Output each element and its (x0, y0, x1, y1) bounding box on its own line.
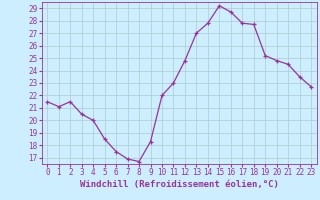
X-axis label: Windchill (Refroidissement éolien,°C): Windchill (Refroidissement éolien,°C) (80, 180, 279, 189)
